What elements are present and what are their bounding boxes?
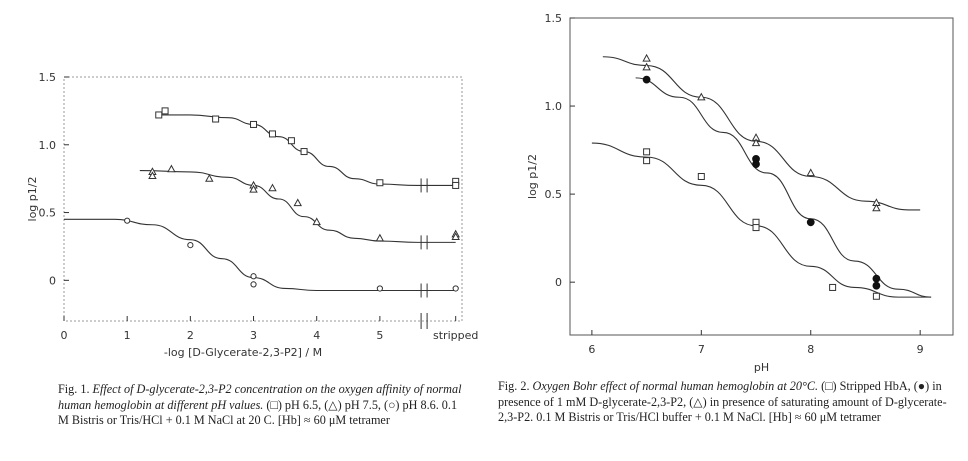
figure2-caption: Fig. 2. Oxygen Bohr effect of normal hum… <box>498 379 950 426</box>
x-tick-label: 1 <box>124 329 131 342</box>
square-marker <box>250 120 258 128</box>
square-marker <box>752 224 760 232</box>
triangle-marker <box>751 138 761 147</box>
x-tick-label: stripped <box>433 329 478 342</box>
figure2-caption-label: Fig. 2. <box>498 379 530 393</box>
triangle-marker <box>167 164 176 173</box>
triangle-marker <box>268 183 277 192</box>
dot-marker <box>806 218 815 227</box>
x-tick-label: 3 <box>250 329 257 342</box>
y-tick-label: 0 <box>555 276 562 289</box>
triangle-marker <box>642 53 651 62</box>
circle-marker <box>124 217 131 224</box>
series-triangle-curve <box>602 56 921 211</box>
y-tick-label: 1.5 <box>545 12 563 25</box>
figure-charts: 0 0.5 1.0 1.5 0 1 2 3 4 5 stripped -log [D-Glycerat… <box>26 12 954 374</box>
series-square-curve <box>591 142 932 298</box>
square-marker <box>829 283 837 291</box>
figure1-caption-title: Effect of D-glycerate-2,3-P2 concentrati… <box>58 382 462 412</box>
series-triangle-curve <box>139 169 456 243</box>
x-tick-label: 0 <box>61 329 68 342</box>
y-tick-label: 1.0 <box>39 139 57 152</box>
figure2-caption-body: (□) Stripped HbA, (●) in presence of 1 m… <box>498 379 947 424</box>
circle-marker <box>376 285 383 292</box>
dot-marker <box>872 274 881 283</box>
x-tick-label: 9 <box>917 343 924 356</box>
dot-marker <box>752 160 760 169</box>
x-tick-label: 7 <box>698 343 705 356</box>
square-marker <box>643 148 651 156</box>
triangle-marker <box>249 184 258 193</box>
x-axis-label: pH <box>754 361 769 374</box>
y-axis-label: log p1/2 <box>26 177 39 222</box>
square-marker <box>161 107 169 115</box>
circle-marker <box>187 241 194 249</box>
figure2-caption-title: Oxygen Bohr effect of normal human hemog… <box>532 379 819 393</box>
triangle-marker <box>697 92 706 101</box>
figure1-caption-label: Fig. 1. <box>58 382 90 396</box>
square-marker <box>287 137 295 145</box>
triangle-marker <box>293 198 302 207</box>
plot-frame <box>63 76 463 322</box>
y-tick-label: 0.5 <box>39 207 57 220</box>
figure1-caption-body: (□) pH 6.5, (△) pH 7.5, (○) pH 8.6. 0.1 … <box>58 397 458 428</box>
y-tick-label: 1.0 <box>545 100 563 113</box>
square-marker <box>452 181 460 189</box>
y-tick-label: 1.5 <box>39 71 57 84</box>
circle-marker <box>452 285 459 292</box>
chart-2: 0 0.5 1.0 1.5 6 7 8 9 pH log p1/2 <box>526 12 954 374</box>
x-tick-label: 4 <box>313 329 320 342</box>
triangle-marker <box>375 233 385 242</box>
y-tick-label: 0 <box>49 274 56 287</box>
circle-marker <box>250 273 257 280</box>
y-axis-label: log p1/2 <box>526 154 539 199</box>
triangle-marker <box>872 203 881 212</box>
triangle-marker <box>451 232 460 241</box>
x-tick-label: 6 <box>588 343 595 356</box>
square-marker <box>643 157 651 165</box>
triangle-marker <box>312 217 321 226</box>
square-marker <box>872 292 880 300</box>
series-circle-curve <box>64 218 456 292</box>
x-tick-label: 5 <box>376 329 383 342</box>
x-axis-label: -log [D-Glycerate-2,3-P2] / M <box>164 346 322 359</box>
dot-marker <box>872 281 881 290</box>
triangle-marker <box>642 62 651 71</box>
square-marker <box>300 148 308 156</box>
series-dot-curve <box>635 77 932 298</box>
triangle-marker <box>806 168 815 177</box>
square-marker <box>697 173 705 180</box>
square-marker <box>212 115 220 123</box>
circle-marker <box>250 281 257 288</box>
chart-1: 0 0.5 1.0 1.5 0 1 2 3 4 5 stripped -log [D-Glycerat… <box>26 71 478 359</box>
dot-marker <box>642 75 651 84</box>
y-tick-label: 0.5 <box>545 188 563 201</box>
square-marker <box>376 179 384 187</box>
x-tick-label: 2 <box>187 329 194 342</box>
square-marker <box>268 130 276 138</box>
plot-frame <box>569 17 954 336</box>
figure1-caption: Fig. 1. Effect of D-glycerate-2,3-P2 con… <box>58 382 470 429</box>
triangle-marker <box>148 171 157 180</box>
triangle-marker <box>205 174 214 182</box>
x-tick-label: 8 <box>807 343 814 356</box>
square-marker <box>155 111 163 119</box>
